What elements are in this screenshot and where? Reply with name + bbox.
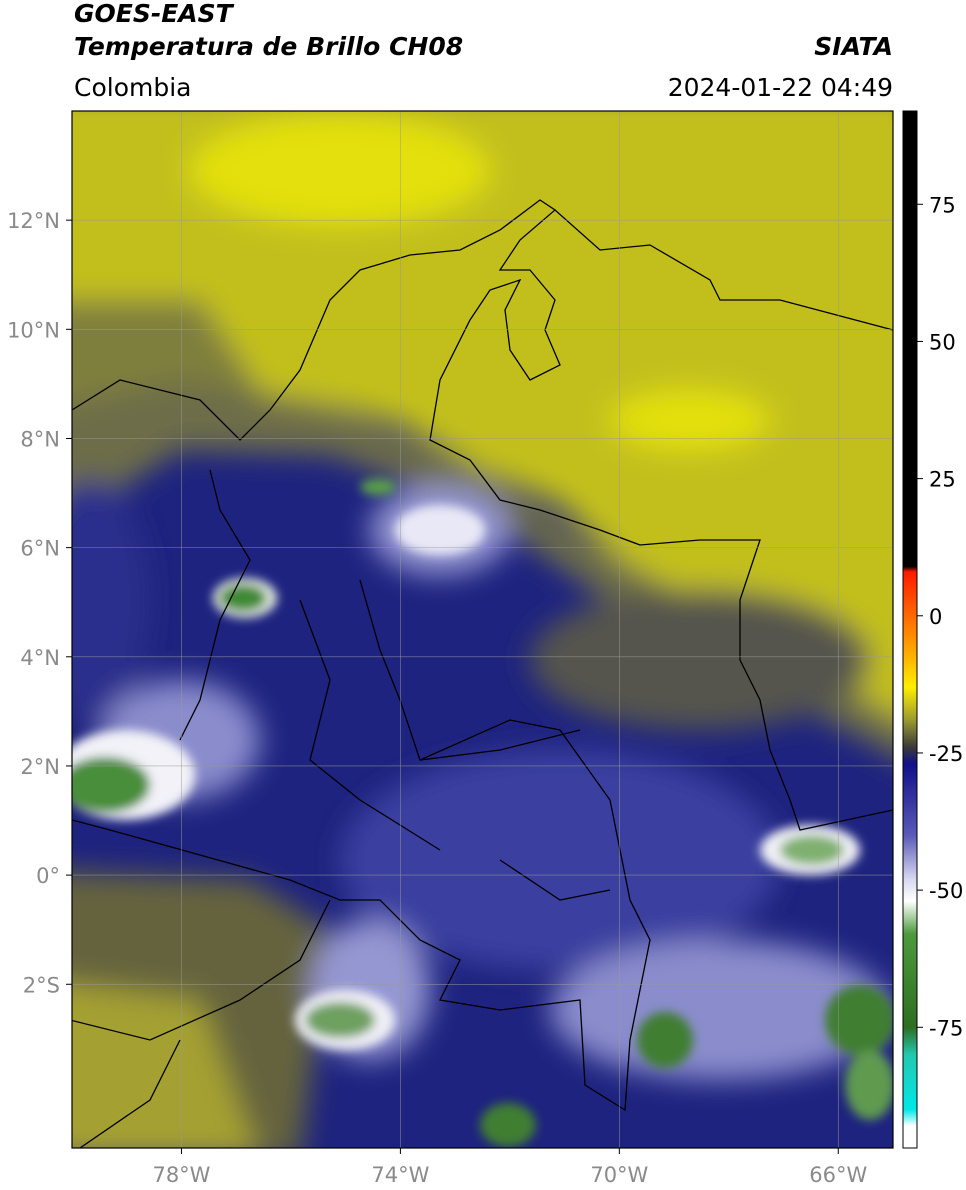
lat-tick-label: 2°S <box>23 973 60 997</box>
colorbar: 75 50 25 0 -25 -50 -75 <box>902 110 963 1149</box>
lat-tick-label: 0° <box>36 864 60 888</box>
colorbar-tick-label: -25 <box>929 742 963 766</box>
lat-tick-label: 8°N <box>20 427 60 451</box>
satellite-image <box>72 111 893 1148</box>
title: GOES-EAST <box>74 0 235 28</box>
lat-tick-label: 12°N <box>7 209 60 233</box>
lon-tick-label: 78°W <box>152 1163 210 1187</box>
colorbar-tick-label: 25 <box>929 468 956 492</box>
map-frame <box>71 110 894 1149</box>
colorbar-tick-label: 50 <box>929 330 956 354</box>
datetime: 2024-01-22 04:49 <box>668 73 893 102</box>
lon-tick-label: 70°W <box>590 1163 648 1187</box>
colorbar-fill <box>902 110 918 1149</box>
lat-tick-label: 2°N <box>20 755 60 779</box>
lat-tick-label: 10°N <box>7 318 60 342</box>
graticule <box>66 111 893 1154</box>
lon-tick-label: 74°W <box>371 1163 429 1187</box>
subtitle: Temperatura de Brillo CH08 <box>74 32 463 61</box>
colorbar-tick-label: 0 <box>929 605 942 629</box>
lat-tick-label: 6°N <box>20 537 60 561</box>
lon-tick-label: 66°W <box>809 1163 867 1187</box>
region: Colombia <box>74 73 191 102</box>
borders <box>72 199 893 1148</box>
colorbar-tick-label: -50 <box>929 879 963 903</box>
colorbar-tick-label: -75 <box>929 1016 963 1040</box>
lat-tick-label: 4°N <box>20 646 60 670</box>
source: SIATA <box>814 32 893 61</box>
colorbar-tick-label: 75 <box>929 193 956 217</box>
